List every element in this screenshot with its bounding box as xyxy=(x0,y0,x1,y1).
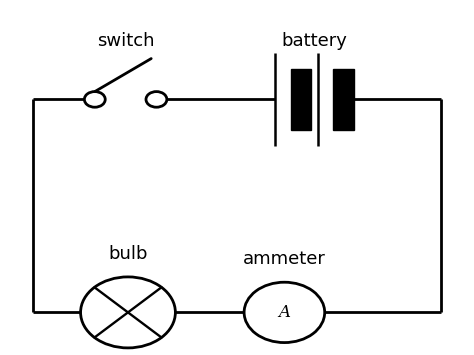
Bar xyxy=(333,69,354,130)
Text: switch: switch xyxy=(97,32,155,50)
Circle shape xyxy=(84,92,105,107)
Text: battery: battery xyxy=(282,32,347,50)
Bar xyxy=(291,69,311,130)
Circle shape xyxy=(146,92,167,107)
Text: ammeter: ammeter xyxy=(243,250,326,268)
Text: A: A xyxy=(278,304,291,321)
Circle shape xyxy=(244,282,325,343)
Circle shape xyxy=(81,277,175,348)
Text: bulb: bulb xyxy=(108,245,148,263)
